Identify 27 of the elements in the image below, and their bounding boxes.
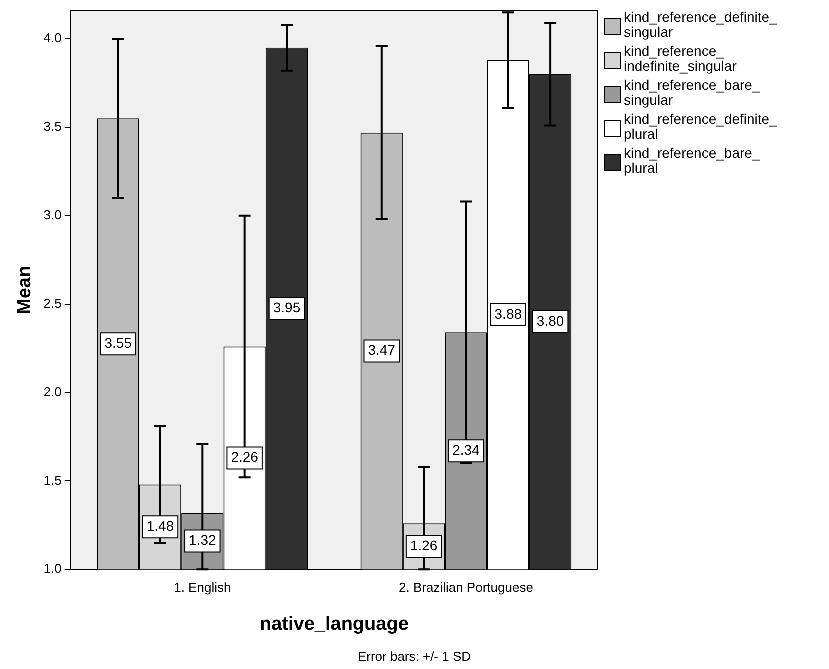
text: kind_reference_definite_singular bbox=[624, 9, 778, 40]
x-tick-label: 2. Brazilian Portuguese bbox=[399, 580, 534, 595]
x-axis-title: native_language bbox=[260, 614, 409, 635]
data-label: 2.34 bbox=[452, 442, 480, 458]
y-tick-label: 2.5 bbox=[44, 296, 62, 311]
data-label: 3.80 bbox=[536, 312, 564, 329]
data-label: 3.88 bbox=[494, 306, 522, 322]
y-tick-label: 1.5 bbox=[44, 472, 62, 488]
text: Error bars: +/- 1 SD bbox=[356, 649, 472, 664]
y-tick-label: 3.5 bbox=[44, 119, 62, 134]
y-axis-title: Mean bbox=[14, 266, 36, 314]
legend-label: kind_reference_indefinite_singular bbox=[624, 43, 738, 74]
text: kind_reference_bare_singular bbox=[624, 77, 760, 108]
data-label: 3.95 bbox=[273, 300, 301, 316]
data-label: 1.32 bbox=[189, 532, 216, 548]
y-tick-label: 3.0 bbox=[44, 208, 62, 223]
text: kind_reference_definite_plural bbox=[624, 111, 778, 142]
x-tick-label: 1. English bbox=[174, 580, 232, 595]
text: kind_reference_bare_plural bbox=[624, 145, 760, 176]
data-label: 3.55 bbox=[104, 334, 132, 351]
data-label: 1.26 bbox=[410, 537, 438, 554]
data-label: 2.26 bbox=[231, 449, 259, 466]
data-label: 3.47 bbox=[368, 342, 396, 358]
data-label: 1.48 bbox=[146, 518, 174, 534]
y-tick-label: 4.0 bbox=[44, 30, 62, 46]
y-tick-label: 1.0 bbox=[44, 561, 62, 576]
y-tick-label: 2.0 bbox=[44, 384, 62, 400]
